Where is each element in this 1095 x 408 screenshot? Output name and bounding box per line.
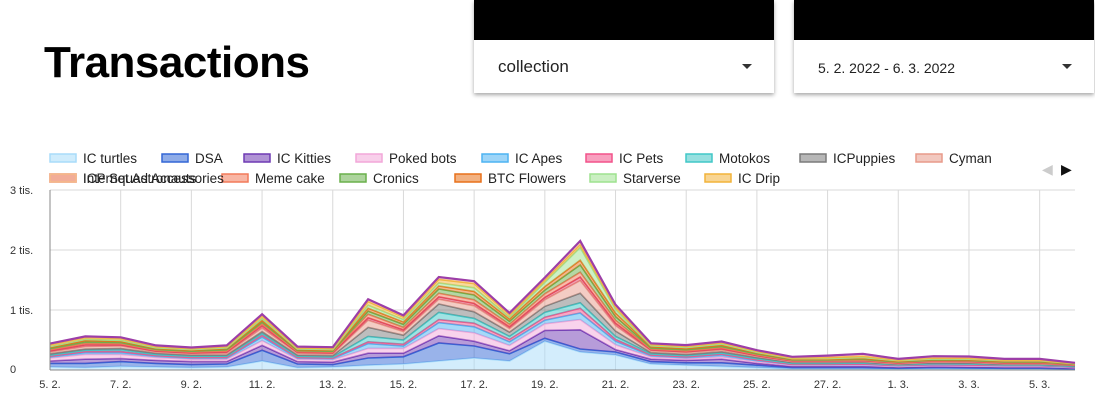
legend-label: IC Kitties	[277, 151, 331, 166]
series-area	[50, 319, 1075, 369]
series-line	[50, 337, 1076, 370]
series-area	[50, 247, 1075, 364]
legend-swatch	[585, 153, 613, 163]
legend-label: Poked bots	[389, 151, 457, 166]
filter-header-bar	[794, 0, 1094, 40]
legend-item[interactable]: IC turtles	[49, 151, 137, 166]
legend-item[interactable]: IC Kitties	[243, 151, 331, 166]
legend-swatch	[799, 153, 827, 163]
collection-filter-value: collection	[498, 57, 569, 76]
legend-item[interactable]: Poked bots	[355, 151, 457, 166]
dropdown-arrow-icon[interactable]	[1062, 64, 1072, 69]
date-range-value: 5. 2. 2022 - 6. 3. 2022	[818, 60, 955, 76]
legend-label: IC Pets	[619, 151, 664, 166]
legend-label: ICP Squad Accessories	[83, 171, 224, 186]
legend-label: DSA	[195, 151, 223, 166]
x-tick-label: 23. 2.	[672, 379, 700, 391]
legend-swatch	[339, 173, 367, 183]
legend-item[interactable]: ICP Squad Accessories	[49, 171, 224, 186]
collection-filter-dropdown[interactable]: collection	[474, 0, 774, 93]
chart-areas	[49, 239, 1076, 371]
series-area	[50, 280, 1075, 366]
legend-item[interactable]: IC Drip	[704, 171, 780, 186]
legend-swatch	[454, 173, 482, 183]
legend-swatch	[589, 173, 617, 183]
legend-item[interactable]: Cronics	[339, 171, 419, 186]
legend-pagination[interactable]: ◀ ▶	[1042, 162, 1072, 178]
legend-item[interactable]: Starverse	[589, 171, 681, 186]
page-title: Transactions	[44, 38, 310, 87]
legend-label: Cyman	[949, 151, 992, 166]
legend-item[interactable]: Meme cake	[221, 171, 325, 186]
legend-label: IC turtles	[83, 151, 137, 166]
filter-header-bar	[474, 0, 774, 40]
transactions-chart: IC turtles DSA IC Kitties Poked bots IC Apes…	[10, 151, 1076, 391]
chart-legend: IC turtles DSA IC Kitties Poked bots IC Apes…	[49, 151, 992, 186]
legend-swatch	[704, 173, 732, 183]
series-area	[50, 341, 1075, 370]
triangle-right-icon[interactable]: ▶	[1061, 162, 1072, 178]
legend-item[interactable]: BTC Flowers	[454, 171, 566, 186]
x-tick-label: 5. 3.	[1029, 379, 1050, 391]
legend-item[interactable]: Cyman	[915, 151, 992, 166]
legend-label: Cronics	[373, 171, 419, 186]
date-range-dropdown[interactable]: 5. 2. 2022 - 6. 3. 2022	[794, 0, 1094, 93]
legend-item[interactable]: ICPuppies	[799, 151, 896, 166]
x-tick-label: 13. 2.	[319, 379, 347, 391]
x-tick-label: 21. 2.	[602, 379, 630, 391]
x-tick-label: 9. 2.	[181, 379, 202, 391]
x-tick-label: 7. 2.	[110, 379, 131, 391]
y-tick-label: 2 tis.	[10, 245, 33, 257]
legend-label: Starverse	[623, 171, 681, 186]
legend-label: Internet Astronauts	[83, 171, 197, 186]
legend-swatch	[685, 153, 713, 163]
legend-swatch	[355, 153, 383, 163]
legend-swatch	[243, 153, 271, 163]
y-tick-label: 0	[10, 364, 16, 376]
y-tick-label: 1 tis.	[10, 305, 33, 317]
legend-item[interactable]: IC Apes	[481, 151, 563, 166]
legend-swatch	[49, 153, 77, 163]
x-tick-label: 27. 2.	[814, 379, 842, 391]
x-tick-label: 17. 2.	[460, 379, 488, 391]
x-tick-label: 1. 3.	[888, 379, 909, 391]
legend-item[interactable]: Motokos	[685, 151, 770, 166]
x-tick-label: 19. 2.	[531, 379, 559, 391]
x-tick-label: 5. 2.	[39, 379, 60, 391]
legend-label: IC Drip	[738, 171, 780, 186]
legend-swatch	[481, 153, 509, 163]
x-tick-label: 15. 2.	[390, 379, 418, 391]
legend-label: IC Apes	[515, 151, 563, 166]
x-tick-label: 25. 2.	[743, 379, 771, 391]
x-tick-label: 3. 3.	[958, 379, 979, 391]
legend-swatch	[49, 173, 77, 183]
legend-item[interactable]: DSA	[161, 151, 223, 166]
legend-swatch	[221, 173, 249, 183]
legend-label: ICPuppies	[833, 151, 896, 166]
legend-swatch	[161, 153, 189, 163]
legend-label: Meme cake	[255, 171, 325, 186]
dropdown-arrow-icon[interactable]	[742, 64, 752, 69]
legend-swatch	[915, 153, 943, 163]
chart-axes: 0 1 tis. 2 tis. 3 tis. 5. 2. 7. 2. 9. 2. 11. 2.…	[10, 185, 1075, 391]
legend-label: BTC Flowers	[488, 171, 566, 186]
y-tick-label: 3 tis.	[10, 185, 33, 197]
triangle-left-icon[interactable]: ◀	[1042, 162, 1053, 178]
x-tick-label: 11. 2.	[249, 379, 276, 391]
legend-item[interactable]: IC Pets	[585, 151, 664, 166]
total-outline	[49, 239, 1076, 364]
legend-label: Motokos	[719, 151, 770, 166]
